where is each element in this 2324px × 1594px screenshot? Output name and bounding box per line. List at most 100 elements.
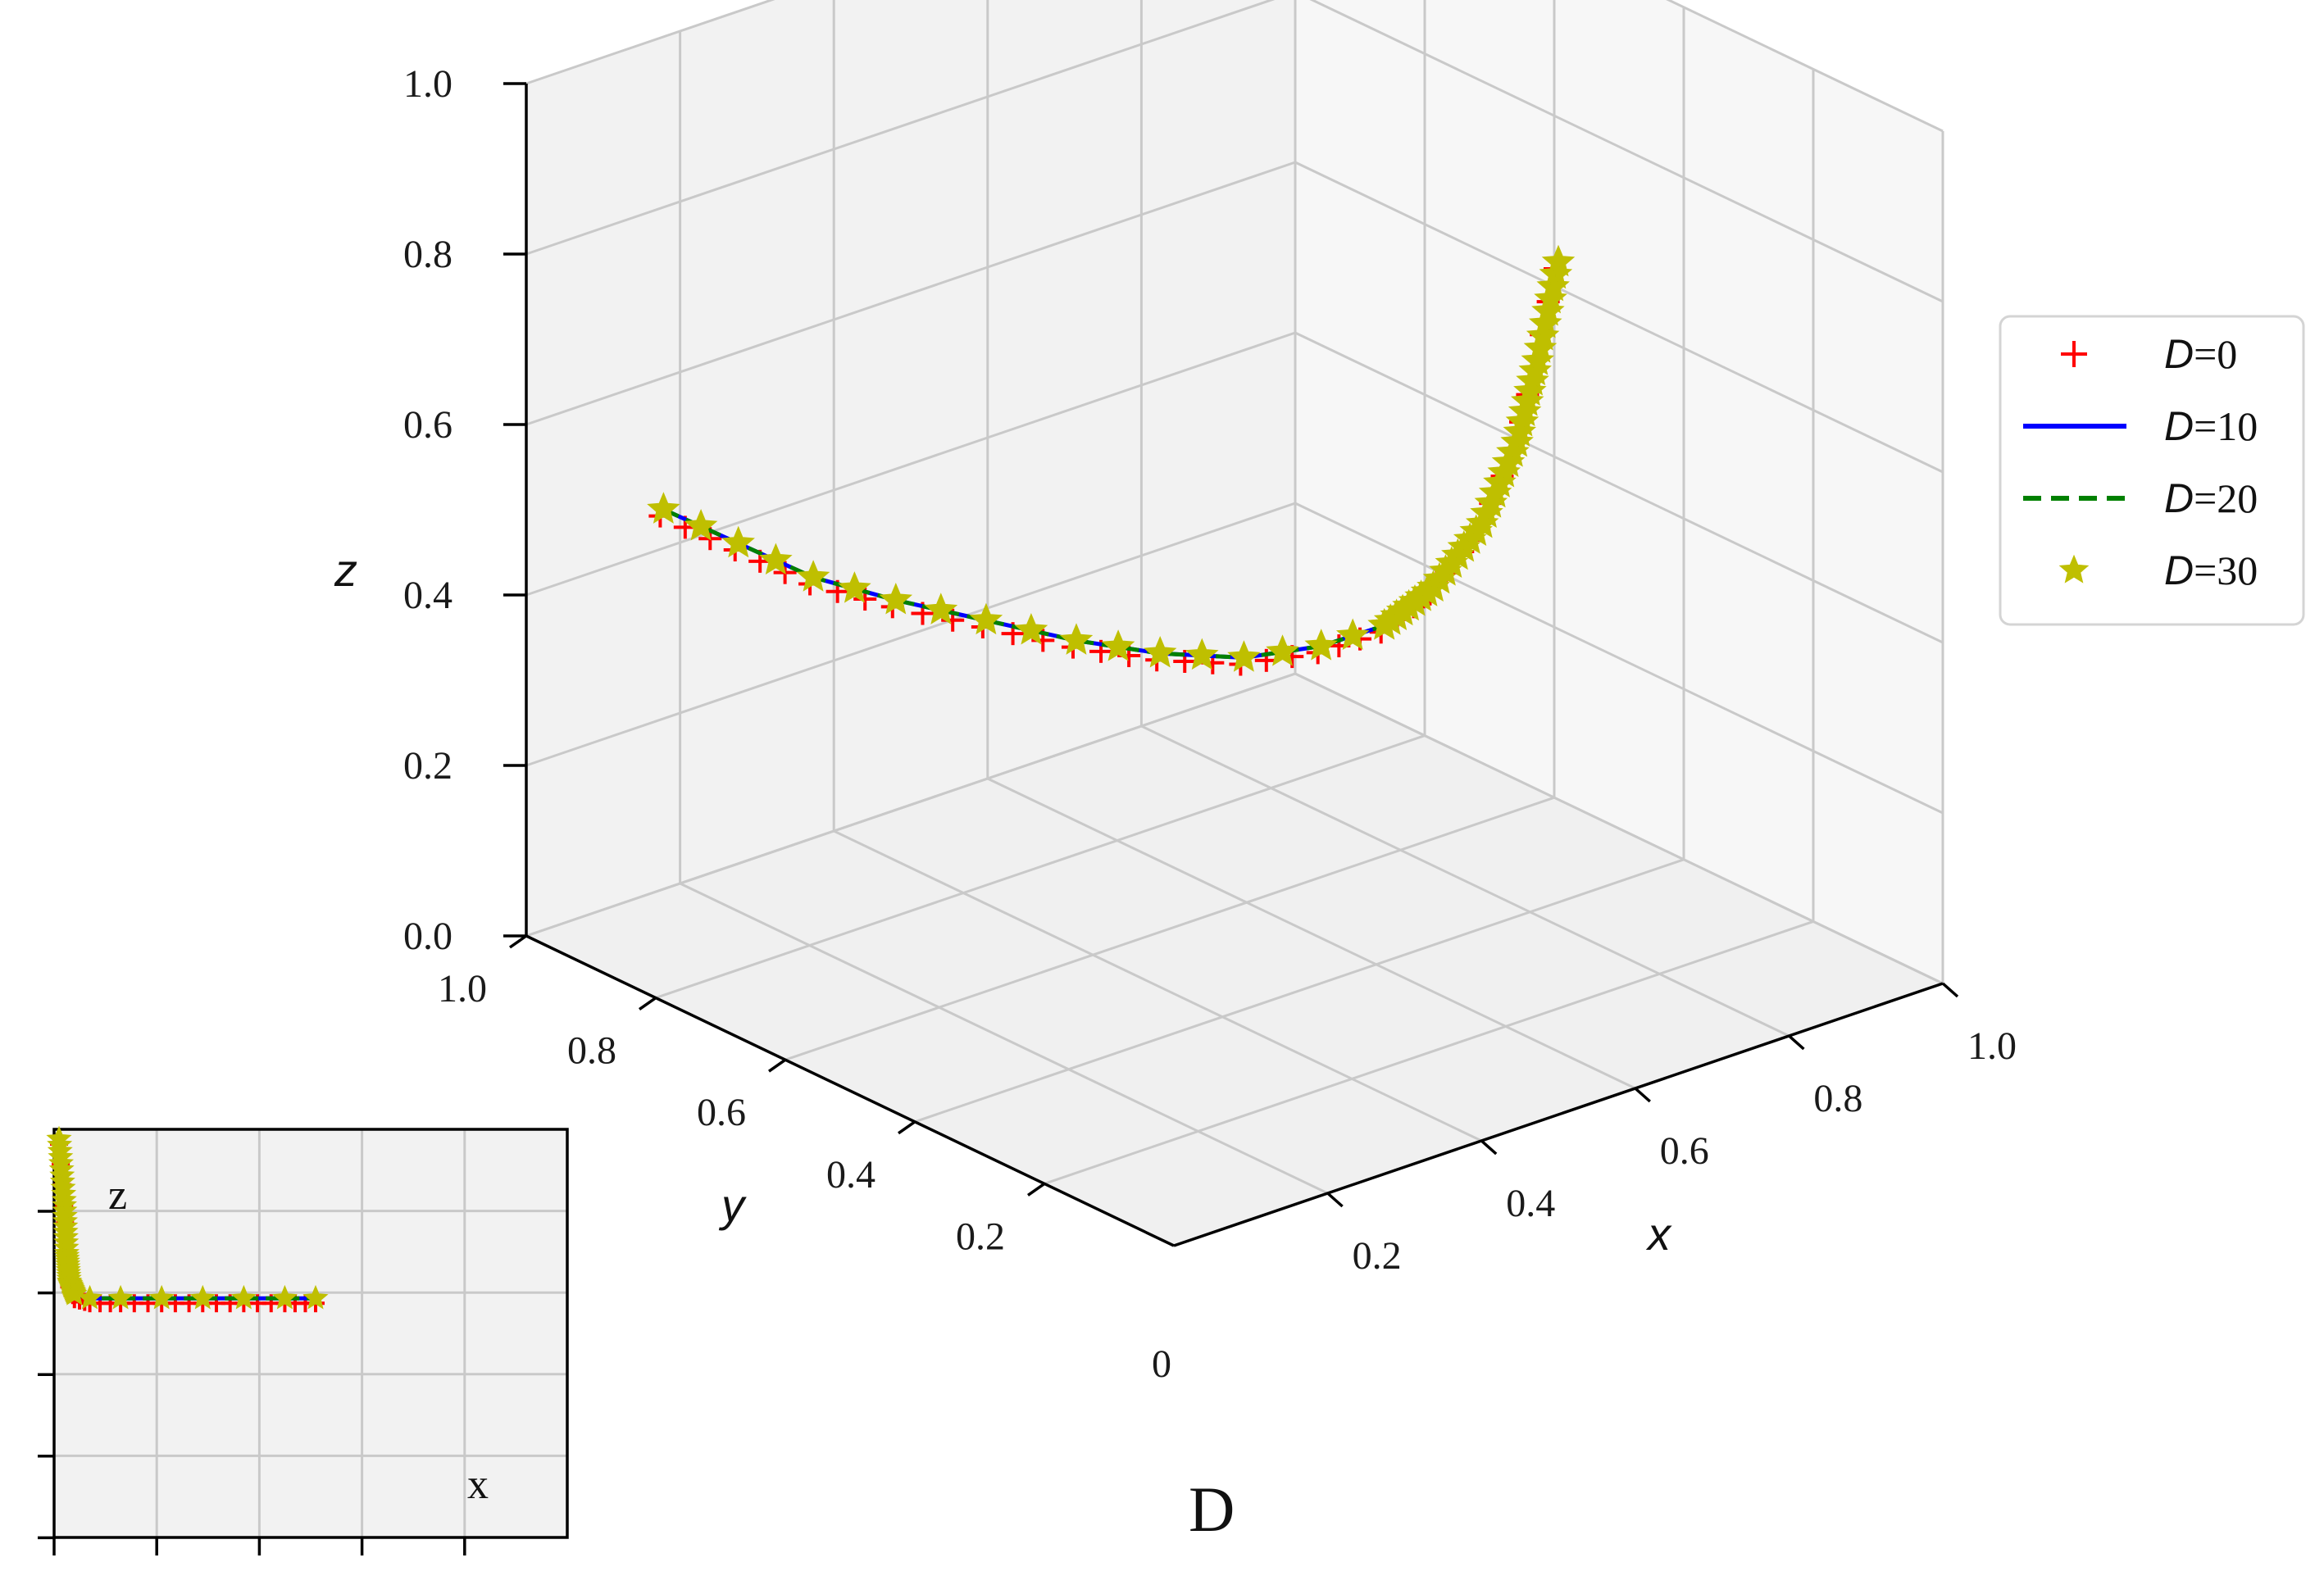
star-marker <box>684 508 718 541</box>
star-marker <box>924 593 958 624</box>
legend-label: D=10 <box>2164 403 2258 449</box>
y-tick-mark <box>767 1058 787 1073</box>
star-marker <box>1227 640 1261 672</box>
left-pane-grid-z <box>525 331 1296 597</box>
y-axis-label: y <box>718 1179 747 1231</box>
x-tick-mark <box>1480 1139 1498 1156</box>
z-tick-label: 0.6 <box>403 403 453 447</box>
floor-grid-y <box>655 734 1426 1000</box>
legend-var: D <box>2164 331 2194 377</box>
origin-tick-label: 0 <box>1152 1342 1171 1386</box>
left-pane-grid-z <box>525 0 1276 256</box>
y-tick-label: 0.2 <box>956 1215 1005 1258</box>
y-tick-label: 0.8 <box>567 1029 616 1073</box>
x-tick-label: 0.8 <box>1813 1077 1862 1120</box>
right-pane-grid-z <box>1294 161 1944 474</box>
inset-z-label: z <box>108 1172 127 1219</box>
inset-curves <box>46 1125 329 1313</box>
star-marker <box>1367 608 1401 640</box>
star-marker <box>647 492 680 524</box>
star-marker <box>796 560 830 592</box>
x-axis-label: x <box>1645 1208 1672 1260</box>
legend: D=0D=10D=20D=30 <box>1999 315 2305 626</box>
legend-item: D=20 <box>2023 475 2258 521</box>
y-tick-label: 1.0 <box>438 967 487 1010</box>
legend-val: =30 <box>2194 547 2258 593</box>
star-marker <box>838 571 871 603</box>
z-tick-label: 0.0 <box>403 915 453 958</box>
star-marker <box>759 543 793 574</box>
y-tick-mark <box>508 934 528 949</box>
legend-val: =10 <box>2194 403 2258 449</box>
z-axis-label: z <box>334 544 357 596</box>
inset-star-marker <box>302 1284 329 1310</box>
star-marker <box>1335 618 1370 651</box>
inset-star-marker <box>230 1284 257 1310</box>
floor-grid-y <box>1044 920 1814 1185</box>
axis-panes <box>524 0 1945 1247</box>
right-pane-grid-z <box>1666 0 1944 133</box>
left-pane-grid-z <box>525 161 1296 426</box>
inset-star-marker <box>271 1284 298 1310</box>
inset-xz-plot: zx <box>38 1125 569 1555</box>
floor-grid-y <box>914 858 1685 1124</box>
y-tick-mark <box>1026 1182 1046 1197</box>
right-pane-grid-z <box>1294 331 1944 644</box>
floor-grid-y <box>785 796 1555 1061</box>
star-marker <box>1101 629 1135 661</box>
inset-background <box>54 1129 567 1537</box>
legend-label: D=30 <box>2164 547 2258 593</box>
axis-lines <box>525 84 1944 1247</box>
axis-labels: x y z <box>334 544 1672 1260</box>
legend-label: D=20 <box>2164 475 2258 521</box>
floor-grid-x <box>1294 672 1944 985</box>
grid-lines <box>525 0 1944 1247</box>
y-tick-label: 0.6 <box>697 1091 746 1134</box>
legend-box <box>1999 315 2305 626</box>
x-tick-label: 0.6 <box>1660 1129 1709 1173</box>
tick-labels: 0.2 0.4 0.6 0.8 1.0 0.2 0.4 0.6 0.8 1.0 0.0 0.2 0.4 0… <box>403 62 2017 1386</box>
legend-item: D=0 <box>2061 331 2237 377</box>
star-marker <box>879 583 913 615</box>
star-marker <box>1014 613 1048 645</box>
legend-label: D=0 <box>2164 331 2237 377</box>
y-axis-line <box>525 934 1175 1247</box>
legend-var: D <box>2164 475 2194 521</box>
figure-caption: D <box>1189 1474 1235 1545</box>
star-marker <box>1143 636 1177 668</box>
star-marker <box>1185 638 1219 670</box>
legend-star-icon <box>2058 554 2090 584</box>
z-tick-label: 1.0 <box>403 62 453 106</box>
series-d30-markers <box>647 244 1576 672</box>
x-tick-label: 0.4 <box>1506 1182 1555 1225</box>
y-tick-mark <box>897 1120 916 1135</box>
legend-val: =20 <box>2194 475 2258 521</box>
y-tick-label: 0.4 <box>826 1153 875 1197</box>
left-pane-grid-z <box>525 502 1296 767</box>
inset-star-marker <box>61 1280 88 1306</box>
star-marker <box>721 525 755 558</box>
legend-var: D <box>2164 403 2194 449</box>
star-marker <box>1304 629 1338 661</box>
legend-item: D=10 <box>2023 403 2258 449</box>
z-tick-label: 0.2 <box>403 744 453 788</box>
star-marker <box>1266 634 1299 666</box>
floor-grid-x <box>679 882 1329 1195</box>
z-tick-label: 0.8 <box>403 233 453 276</box>
x-tick-mark <box>1788 1034 1805 1051</box>
inset-star-marker <box>148 1284 175 1310</box>
x-tick-mark <box>1634 1087 1651 1103</box>
inset-star-marker <box>107 1284 134 1310</box>
legend-var: D <box>2164 547 2194 593</box>
floor-grid-x <box>987 777 1636 1090</box>
left-pane-grid-z <box>525 0 775 85</box>
star-marker <box>969 602 1003 635</box>
floor-grid-x <box>833 829 1482 1142</box>
inset-star-marker <box>189 1284 216 1310</box>
data-curves <box>647 244 1576 676</box>
x-axis-line <box>1173 982 1944 1247</box>
x-tick-mark <box>1326 1192 1344 1208</box>
x-tick-label: 0.2 <box>1353 1234 1402 1278</box>
right-pane-grid-z <box>1294 502 1944 815</box>
